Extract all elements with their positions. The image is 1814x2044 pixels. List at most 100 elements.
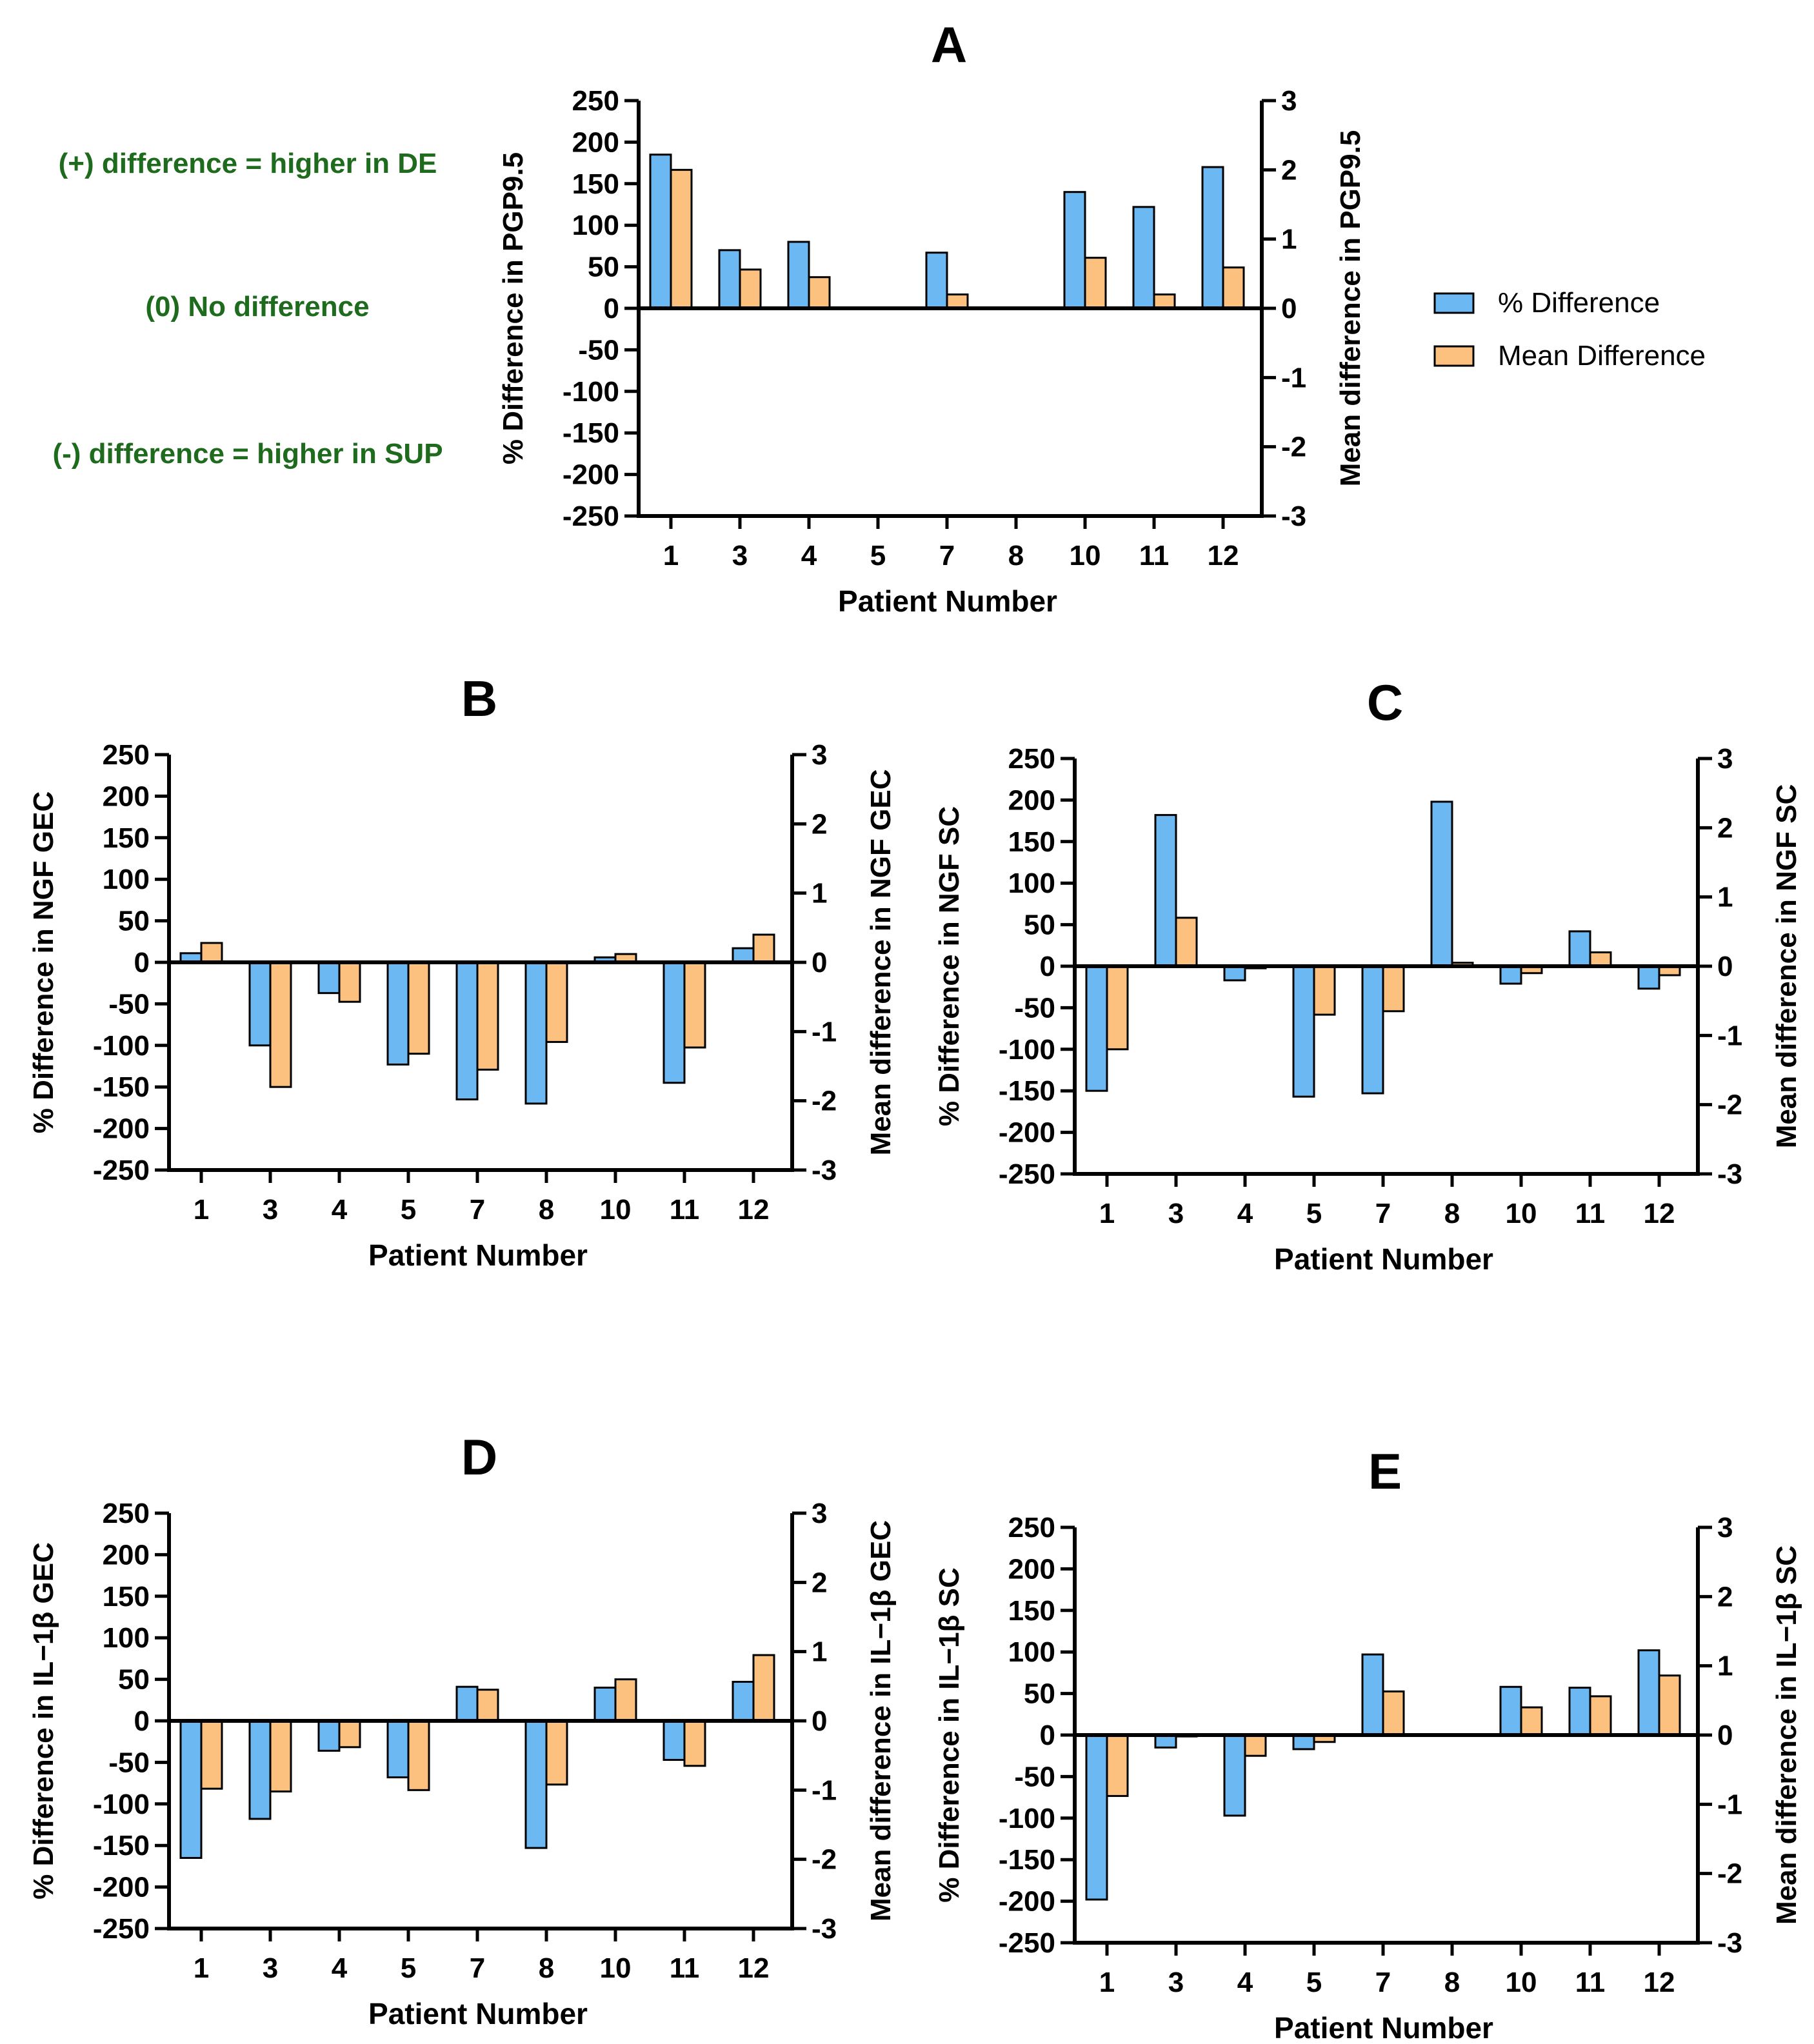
bar-percent-patient-7 <box>1361 1653 1384 1736</box>
x-tick-label: 11 <box>1139 540 1170 571</box>
x-tick-label: 11 <box>670 1952 700 1984</box>
x-tick-label: 10 <box>600 1194 632 1225</box>
bar-mean-patient-4 <box>338 1720 361 1749</box>
left-tick-label: -250 <box>999 1927 1055 1959</box>
chart-title: D <box>461 1429 497 1485</box>
bar-percent-patient-7 <box>1361 965 1384 1095</box>
left-tick-label: 200 <box>103 780 150 812</box>
bar-mean-patient-3 <box>269 1720 292 1792</box>
y-axis-label-right: Mean difference in IL−1β GEC <box>865 1520 897 1921</box>
right-tick-label: 2 <box>1717 812 1733 844</box>
x-tick-label: 12 <box>1208 540 1239 571</box>
left-tick-label: -150 <box>999 1075 1055 1107</box>
bar-percent-patient-8 <box>524 1720 548 1849</box>
chart-title: B <box>461 670 497 727</box>
x-tick-label: 1 <box>1099 1967 1115 1998</box>
bar-mean-patient-1 <box>1106 965 1129 1051</box>
right-tick-label: 0 <box>1717 1720 1733 1751</box>
left-tick-label: 150 <box>572 168 619 200</box>
bar-mean-patient-8 <box>545 1720 568 1786</box>
bar-percent-patient-1 <box>179 1720 203 1860</box>
left-tick-label: -200 <box>999 1886 1055 1918</box>
bar-mean-patient-1 <box>200 942 223 964</box>
chart-panel-e: E250200150100500-50-100-150-200-2503210-… <box>933 1443 1802 2044</box>
right-tick-label: 2 <box>812 808 827 840</box>
x-tick-label: 4 <box>332 1952 348 1984</box>
y-axis-label-left: % Difference in IL−1β GEC <box>28 1542 59 1900</box>
chart-panel-a: A250200150100500-50-100-150-200-2503210-… <box>497 16 1366 618</box>
bar-percent-patient-12 <box>1637 965 1660 990</box>
charts: A250200150100500-50-100-150-200-2503210-… <box>28 16 1802 2044</box>
right-tick-label: -2 <box>1717 1089 1742 1121</box>
y-axis-label-left: % Difference in NGF SC <box>933 806 965 1126</box>
left-tick-label: 250 <box>103 739 150 771</box>
left-tick-label: 100 <box>1008 868 1055 899</box>
bar-mean-patient-12 <box>752 933 775 964</box>
legend-swatch-percent <box>1433 292 1475 314</box>
left-tick-label: 50 <box>588 252 619 283</box>
bar-mean-patient-8 <box>545 961 568 1043</box>
right-tick-label: -3 <box>1717 1927 1742 1959</box>
bar-percent-patient-11 <box>663 1720 686 1761</box>
bar-mean-patient-11 <box>683 961 706 1049</box>
y-axis-label-right: Mean difference in NGF GEC <box>865 769 897 1156</box>
x-tick-label: 11 <box>1575 1967 1606 1998</box>
x-axis-label: Patient Number <box>1274 2011 1493 2044</box>
x-tick-label: 10 <box>1070 540 1101 571</box>
y-axis-label-left: % Difference in NGF GEC <box>28 791 59 1134</box>
bar-mean-patient-4 <box>1244 1734 1267 1757</box>
left-tick-label: -250 <box>563 501 619 532</box>
left-tick-label: -50 <box>578 334 619 366</box>
left-tick-label: -50 <box>1014 1761 1055 1792</box>
bar-percent-patient-11 <box>1568 1687 1591 1736</box>
legend: % Difference Mean Difference <box>1433 287 1706 372</box>
bar-percent-patient-5 <box>386 961 410 1066</box>
left-tick-label: 150 <box>103 822 150 854</box>
right-tick-label: 1 <box>1717 1651 1733 1682</box>
right-tick-label: 3 <box>812 739 827 771</box>
right-tick-label: -3 <box>1281 501 1306 532</box>
left-tick-label: -250 <box>93 1155 150 1186</box>
right-tick-label: 2 <box>1281 154 1297 186</box>
right-tick-label: -3 <box>812 1913 837 1945</box>
bar-percent-patient-1 <box>1085 965 1108 1092</box>
bar-mean-patient-11 <box>683 1720 706 1767</box>
bar-percent-patient-5 <box>386 1720 410 1779</box>
left-tick-label: 50 <box>118 906 150 937</box>
bar-mean-patient-11 <box>1153 293 1176 310</box>
x-tick-label: 1 <box>194 1952 209 1984</box>
left-tick-label: 0 <box>1040 1720 1055 1751</box>
bar-mean-patient-5 <box>407 961 430 1055</box>
x-tick-label: 1 <box>1099 1198 1115 1229</box>
bar-mean-patient-3 <box>1175 917 1198 967</box>
x-tick-label: 4 <box>1237 1967 1253 1998</box>
bar-percent-patient-5 <box>1292 965 1315 1098</box>
x-tick-label: 5 <box>1306 1198 1322 1229</box>
x-tick-label: 5 <box>1306 1967 1322 1998</box>
left-tick-label: 50 <box>1024 909 1055 941</box>
left-tick-label: 150 <box>1008 1595 1055 1627</box>
left-tick-label: -100 <box>999 1034 1055 1066</box>
left-tick-label: 50 <box>1024 1678 1055 1710</box>
bar-percent-patient-10 <box>1499 1685 1522 1736</box>
right-tick-label: -1 <box>1717 1789 1742 1820</box>
left-tick-label: -250 <box>999 1158 1055 1190</box>
bar-percent-patient-4 <box>1223 965 1246 982</box>
legend-label-mean: Mean Difference <box>1498 340 1706 372</box>
x-tick-label: 3 <box>1168 1198 1184 1229</box>
annotation-zero: (0) No difference <box>145 291 369 322</box>
bar-percent-patient-3 <box>248 1720 272 1820</box>
bar-mean-patient-12 <box>752 1654 775 1722</box>
left-tick-label: 200 <box>1008 1553 1055 1585</box>
left-tick-label: 100 <box>572 210 619 241</box>
bar-percent-patient-10 <box>1499 965 1522 985</box>
left-tick-label: 50 <box>118 1664 150 1696</box>
x-tick-label: 5 <box>870 540 886 571</box>
bar-mean-patient-10 <box>614 1678 637 1722</box>
bar-percent-patient-3 <box>1154 814 1177 967</box>
x-tick-label: 4 <box>332 1194 348 1225</box>
left-tick-label: 200 <box>1008 784 1055 816</box>
x-tick-label: 12 <box>1644 1967 1675 1998</box>
right-tick-label: 2 <box>812 1567 827 1598</box>
x-tick-label: 8 <box>539 1952 554 1984</box>
